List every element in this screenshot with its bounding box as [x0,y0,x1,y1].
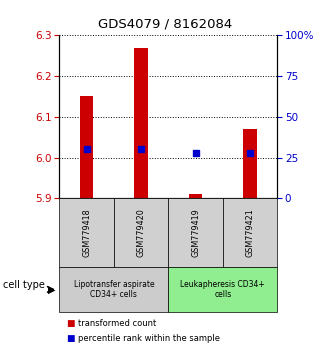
Text: GSM779419: GSM779419 [191,209,200,257]
Bar [134,47,148,198]
Text: transformed count: transformed count [78,319,156,329]
Text: ▶: ▶ [48,284,55,295]
Text: cell type: cell type [3,280,45,290]
Text: Lipotransfer aspirate
CD34+ cells: Lipotransfer aspirate CD34+ cells [74,280,154,299]
Text: GSM779418: GSM779418 [82,209,91,257]
Text: ■: ■ [66,319,75,329]
Bar [243,129,257,198]
Bar [80,96,93,198]
Text: ■: ■ [66,334,75,343]
Text: percentile rank within the sample: percentile rank within the sample [78,334,219,343]
Bar [189,194,202,198]
Text: Leukapheresis CD34+
cells: Leukapheresis CD34+ cells [181,280,265,299]
Text: GSM779420: GSM779420 [137,209,146,257]
Text: GSM779421: GSM779421 [246,209,254,257]
Text: GDS4079 / 8162084: GDS4079 / 8162084 [98,18,232,31]
